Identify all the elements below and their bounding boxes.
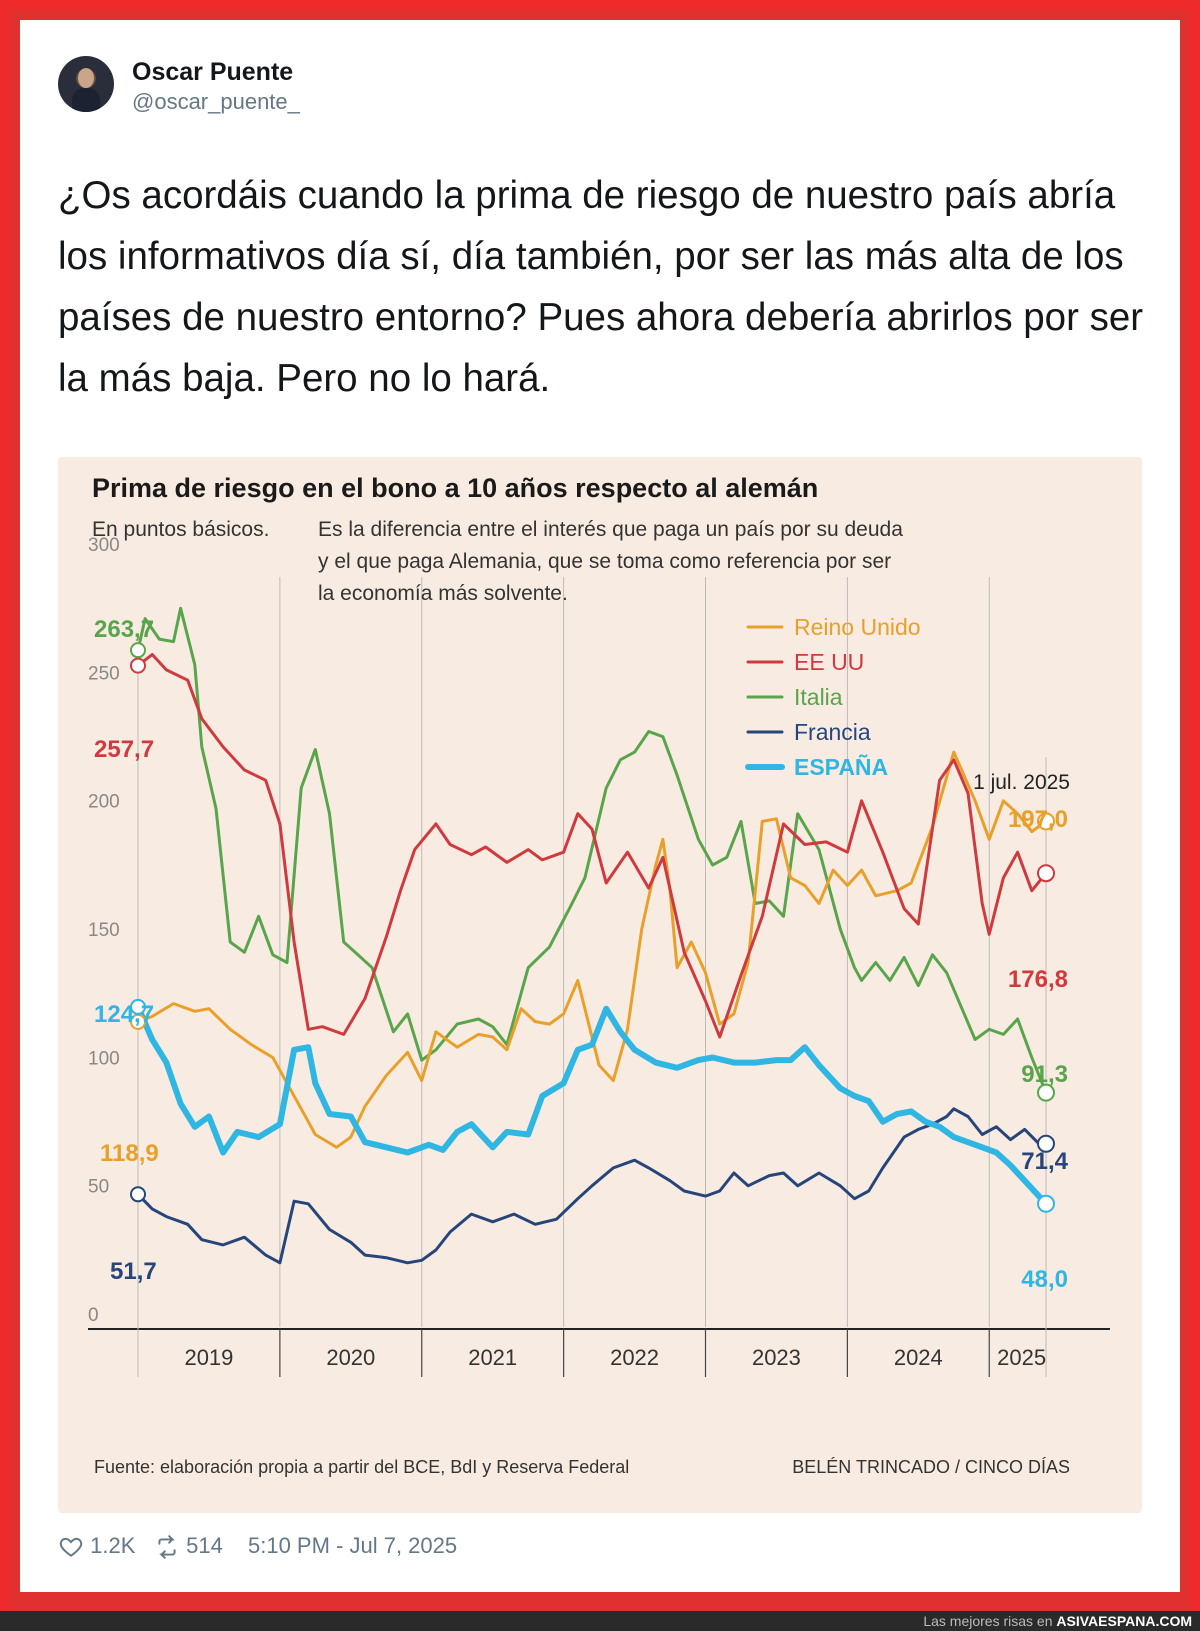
like-count: 1.2K [90,1533,136,1558]
start-value-francia: 51,7 [110,1258,157,1285]
y-tick-label: 150 [88,920,120,941]
series-line-espana [135,1003,1049,1207]
retweet-button[interactable]: 514 [154,1533,223,1560]
y-tick-label: 50 [88,1177,109,1198]
start-value-ee_uu: 257,7 [94,736,154,763]
author-handle[interactable]: @oscar_puente_ [132,89,300,114]
year-label: 2025 [997,1345,1046,1370]
tweet-text: ¿Os acordáis cuando la prima de riesgo d… [58,174,1144,400]
legend-label-reino_unido: Reino Unido [794,614,921,640]
y-tick-label: 0 [88,1305,99,1326]
chart-grid [88,577,1110,1377]
start-value-italia: 263,7 [94,616,154,643]
start-marker-ee_uu [130,657,146,674]
retweet-count: 514 [186,1533,223,1558]
watermark-bar: Las mejores risas en ASIVAESPANA.COM [0,1611,1200,1631]
tweet-timestamp[interactable]: 5:10 PM - Jul 7, 2025 [248,1533,458,1558]
chart-subtitle-line: Es la diferencia entre el interés que pa… [318,518,903,541]
series-line-ee_uu [136,653,1048,1039]
year-label: 2020 [326,1345,375,1370]
chart-source: Fuente: elaboración propia a partir del … [94,1457,629,1477]
y-tick-label: 250 [88,663,120,684]
end-marker-italia [1037,1083,1055,1102]
chart-title: Prima de riesgo en el bono a 10 años res… [92,473,818,503]
chart-credit: BELÉN TRINCADO / CINCO DÍAS [792,1457,1070,1477]
start-marker-espana [130,998,146,1015]
y-tick-label: 100 [88,1048,120,1069]
start-marker-francia [130,1186,146,1203]
end-value-francia: 71,4 [1021,1148,1068,1175]
retweet-icon [158,1535,176,1559]
watermark-prefix: Las mejores risas en [923,1613,1053,1629]
like-button[interactable]: 1.2K [58,1533,135,1560]
y-tick-label: 200 [88,792,120,813]
avatar-face [78,68,94,88]
chart-text: Prima de riesgo en el bono a 10 años res… [88,473,1070,1477]
start-value-reino_unido: 118,9 [100,1140,159,1167]
heart-icon [59,1538,83,1558]
start-marker-italia [130,642,146,659]
legend-label-italia: Italia [794,684,843,710]
chart-subtitle-line: y el que paga Alemania, que se toma como… [318,550,891,573]
series-line-reino_unido [136,750,1048,1149]
year-label: 2024 [894,1345,943,1370]
year-label: 2023 [752,1345,801,1370]
end-date-label: 1 jul. 2025 [973,771,1070,794]
series-line-francia [136,1107,1048,1265]
chart-subtitle-line: la economía más solvente. [318,582,568,605]
end-value-italia: 91,3 [1021,1061,1068,1088]
chart-image: Prima de riesgo en el bono a 10 años res… [58,457,1142,1513]
end-marker-reino_unido [1037,812,1055,831]
avatar-body [72,88,100,112]
legend-label-francia: Francia [794,719,871,745]
series-line-italia [136,606,1048,1095]
author-name[interactable]: Oscar Puente [132,58,294,86]
y-tick-label: 300 [88,535,120,556]
year-label: 2022 [610,1345,659,1370]
chart-subtitle-lead: En puntos básicos. [92,518,269,541]
risk-premium-chart: Prima de riesgo en el bono a 10 años res… [88,473,1110,1477]
legend-label-ee_uu: EE UU [794,649,864,675]
end-marker-ee_uu [1037,864,1055,883]
end-marker-francia [1037,1134,1055,1153]
chart-end-markers [130,642,1055,1213]
chart-series-lines [135,606,1049,1265]
end-value-ee_uu: 176,8 [1008,966,1068,993]
year-label: 2019 [184,1345,233,1370]
year-label: 2021 [468,1345,517,1370]
watermark-site[interactable]: ASIVAESPANA.COM [1056,1613,1192,1629]
end-value-espana: 48,0 [1021,1266,1068,1293]
legend-label-espana: ESPAÑA [794,753,888,780]
start-value-espana: 124,7 [94,1001,154,1028]
end-value-reino_unido: 197,0 [1008,806,1068,833]
end-marker-espana [1037,1194,1055,1213]
avatar[interactable] [58,56,114,112]
